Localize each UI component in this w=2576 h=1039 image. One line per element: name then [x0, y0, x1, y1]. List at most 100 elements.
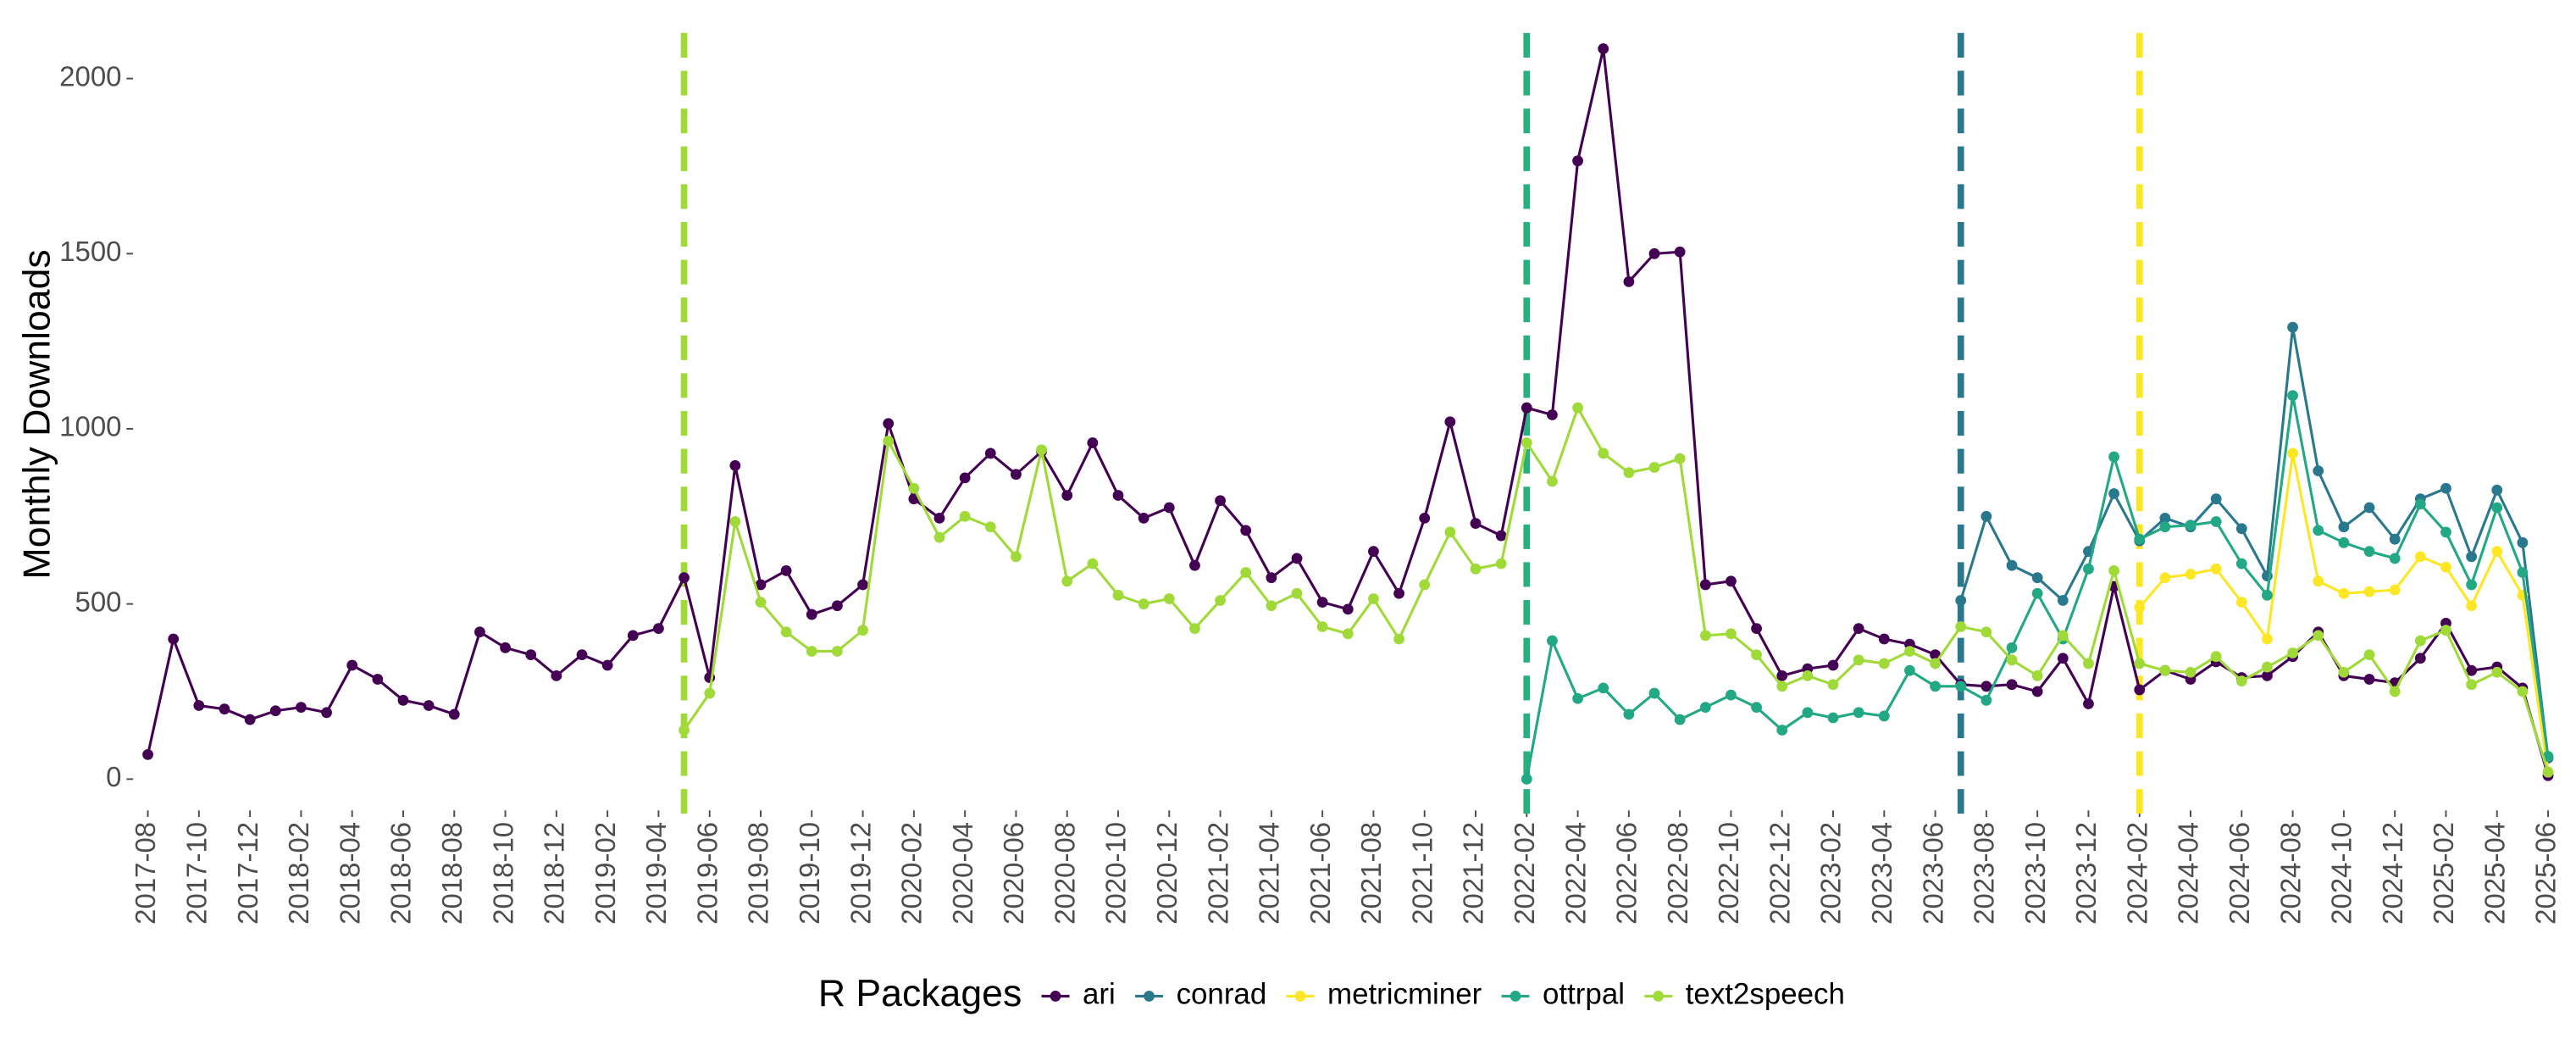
data-point: [193, 700, 205, 711]
data-point: [448, 708, 460, 720]
data-point: [1547, 409, 1558, 420]
x-tick-label: 2019-10: [794, 822, 825, 925]
data-point: [2414, 551, 2426, 563]
legend-title: R Packages: [818, 973, 1022, 1014]
data-point: [2466, 579, 2477, 591]
data-point: [500, 642, 511, 653]
data-point: [1266, 600, 1277, 612]
data-point: [1138, 512, 1150, 524]
data-point: [2542, 751, 2554, 762]
data-point: [2363, 502, 2375, 514]
x-tick-label: 2017-12: [232, 822, 263, 925]
x-tick-label: 2019-04: [640, 822, 672, 925]
data-point: [2210, 516, 2222, 527]
data-point: [2491, 502, 2503, 514]
data-point: [2313, 575, 2324, 587]
data-point: [2466, 664, 2477, 676]
x-tick-label: 2023-06: [1917, 822, 1948, 925]
x-tick-label: 2020-06: [998, 822, 1029, 925]
legend-entry: metricminer: [1286, 978, 1482, 1011]
x-tick-label: 2023-04: [1866, 822, 1897, 925]
data-point: [1904, 646, 1915, 657]
data-point: [1827, 712, 1839, 724]
data-point: [2134, 658, 2146, 670]
x-tick-label: 2021-04: [1254, 822, 1285, 925]
data-point: [1572, 692, 1583, 704]
data-point: [142, 748, 153, 760]
data-point: [168, 633, 180, 645]
data-point: [2134, 602, 2146, 614]
data-point: [1368, 593, 1379, 604]
x-tick-label: 2023-12: [2070, 822, 2102, 925]
legend-entry: text2speech: [1644, 978, 1845, 1011]
data-point: [1419, 512, 1431, 524]
legend-key-point: [1050, 991, 1061, 1002]
data-point: [2006, 654, 2018, 666]
data-point: [1393, 587, 1404, 599]
x-tick-label: 2019-08: [743, 822, 774, 925]
legend-entry: ottrpal: [1501, 978, 1625, 1011]
data-point: [2235, 675, 2247, 686]
data-point: [704, 687, 716, 699]
data-point: [1444, 526, 1456, 538]
x-tick-label: 2024-08: [2274, 822, 2306, 925]
data-point: [2440, 625, 2451, 636]
y-tick-label: 2000: [59, 60, 121, 92]
data-point: [2235, 523, 2247, 535]
data-point: [2210, 563, 2222, 575]
legend-label: conrad: [1177, 978, 1267, 1011]
data-point: [1955, 621, 1967, 632]
data-point: [1087, 437, 1099, 448]
data-point: [2006, 679, 2018, 691]
x-tick-label: 2022-08: [1662, 822, 1693, 925]
data-point: [2466, 679, 2477, 691]
data-point: [1776, 670, 1788, 681]
data-point: [2414, 498, 2426, 510]
data-point: [2287, 321, 2298, 333]
data-point: [1112, 589, 1124, 601]
data-point: [1699, 702, 1711, 713]
x-tick-label: 2021-06: [1305, 822, 1336, 925]
data-point: [2262, 633, 2273, 645]
data-point: [1726, 575, 1737, 587]
data-point: [1878, 633, 1890, 645]
x-tick-label: 2017-10: [181, 822, 213, 925]
data-point: [2057, 595, 2069, 606]
data-point: [2389, 553, 2401, 564]
legend-key-point: [1510, 991, 1521, 1002]
data-point: [525, 649, 537, 660]
data-point: [2542, 766, 2554, 778]
data-point: [2108, 564, 2119, 576]
x-tick-label: 2018-12: [539, 822, 570, 925]
data-point: [1291, 587, 1303, 599]
data-point: [2363, 546, 2375, 558]
data-point: [2313, 630, 2324, 642]
legend-label: ari: [1083, 978, 1116, 1011]
data-point: [2287, 647, 2298, 658]
data-point: [2235, 597, 2247, 608]
data-point: [832, 646, 843, 657]
data-point: [1342, 628, 1354, 640]
data-point: [1521, 402, 1532, 414]
data-point: [269, 705, 281, 717]
x-tick-label: 2018-04: [334, 822, 365, 925]
y-axis-title: Monthly Downloads: [16, 249, 58, 579]
data-point: [1674, 453, 1686, 464]
data-point: [883, 418, 895, 430]
x-tick-label: 2022-10: [1713, 822, 1744, 925]
data-point: [1444, 416, 1456, 428]
x-tick-label: 2024-06: [2224, 822, 2255, 925]
x-tick-label: 2024-04: [2173, 822, 2204, 925]
x-tick-label: 2023-10: [2019, 822, 2051, 925]
data-point: [857, 625, 868, 636]
data-point: [1240, 525, 1252, 536]
x-tick-label: 2022-02: [1509, 822, 1540, 925]
data-point: [1163, 502, 1175, 514]
data-point: [729, 516, 741, 527]
data-point: [1061, 575, 1073, 587]
data-point: [806, 608, 817, 620]
data-point: [1699, 579, 1711, 591]
data-point: [2287, 390, 2298, 402]
